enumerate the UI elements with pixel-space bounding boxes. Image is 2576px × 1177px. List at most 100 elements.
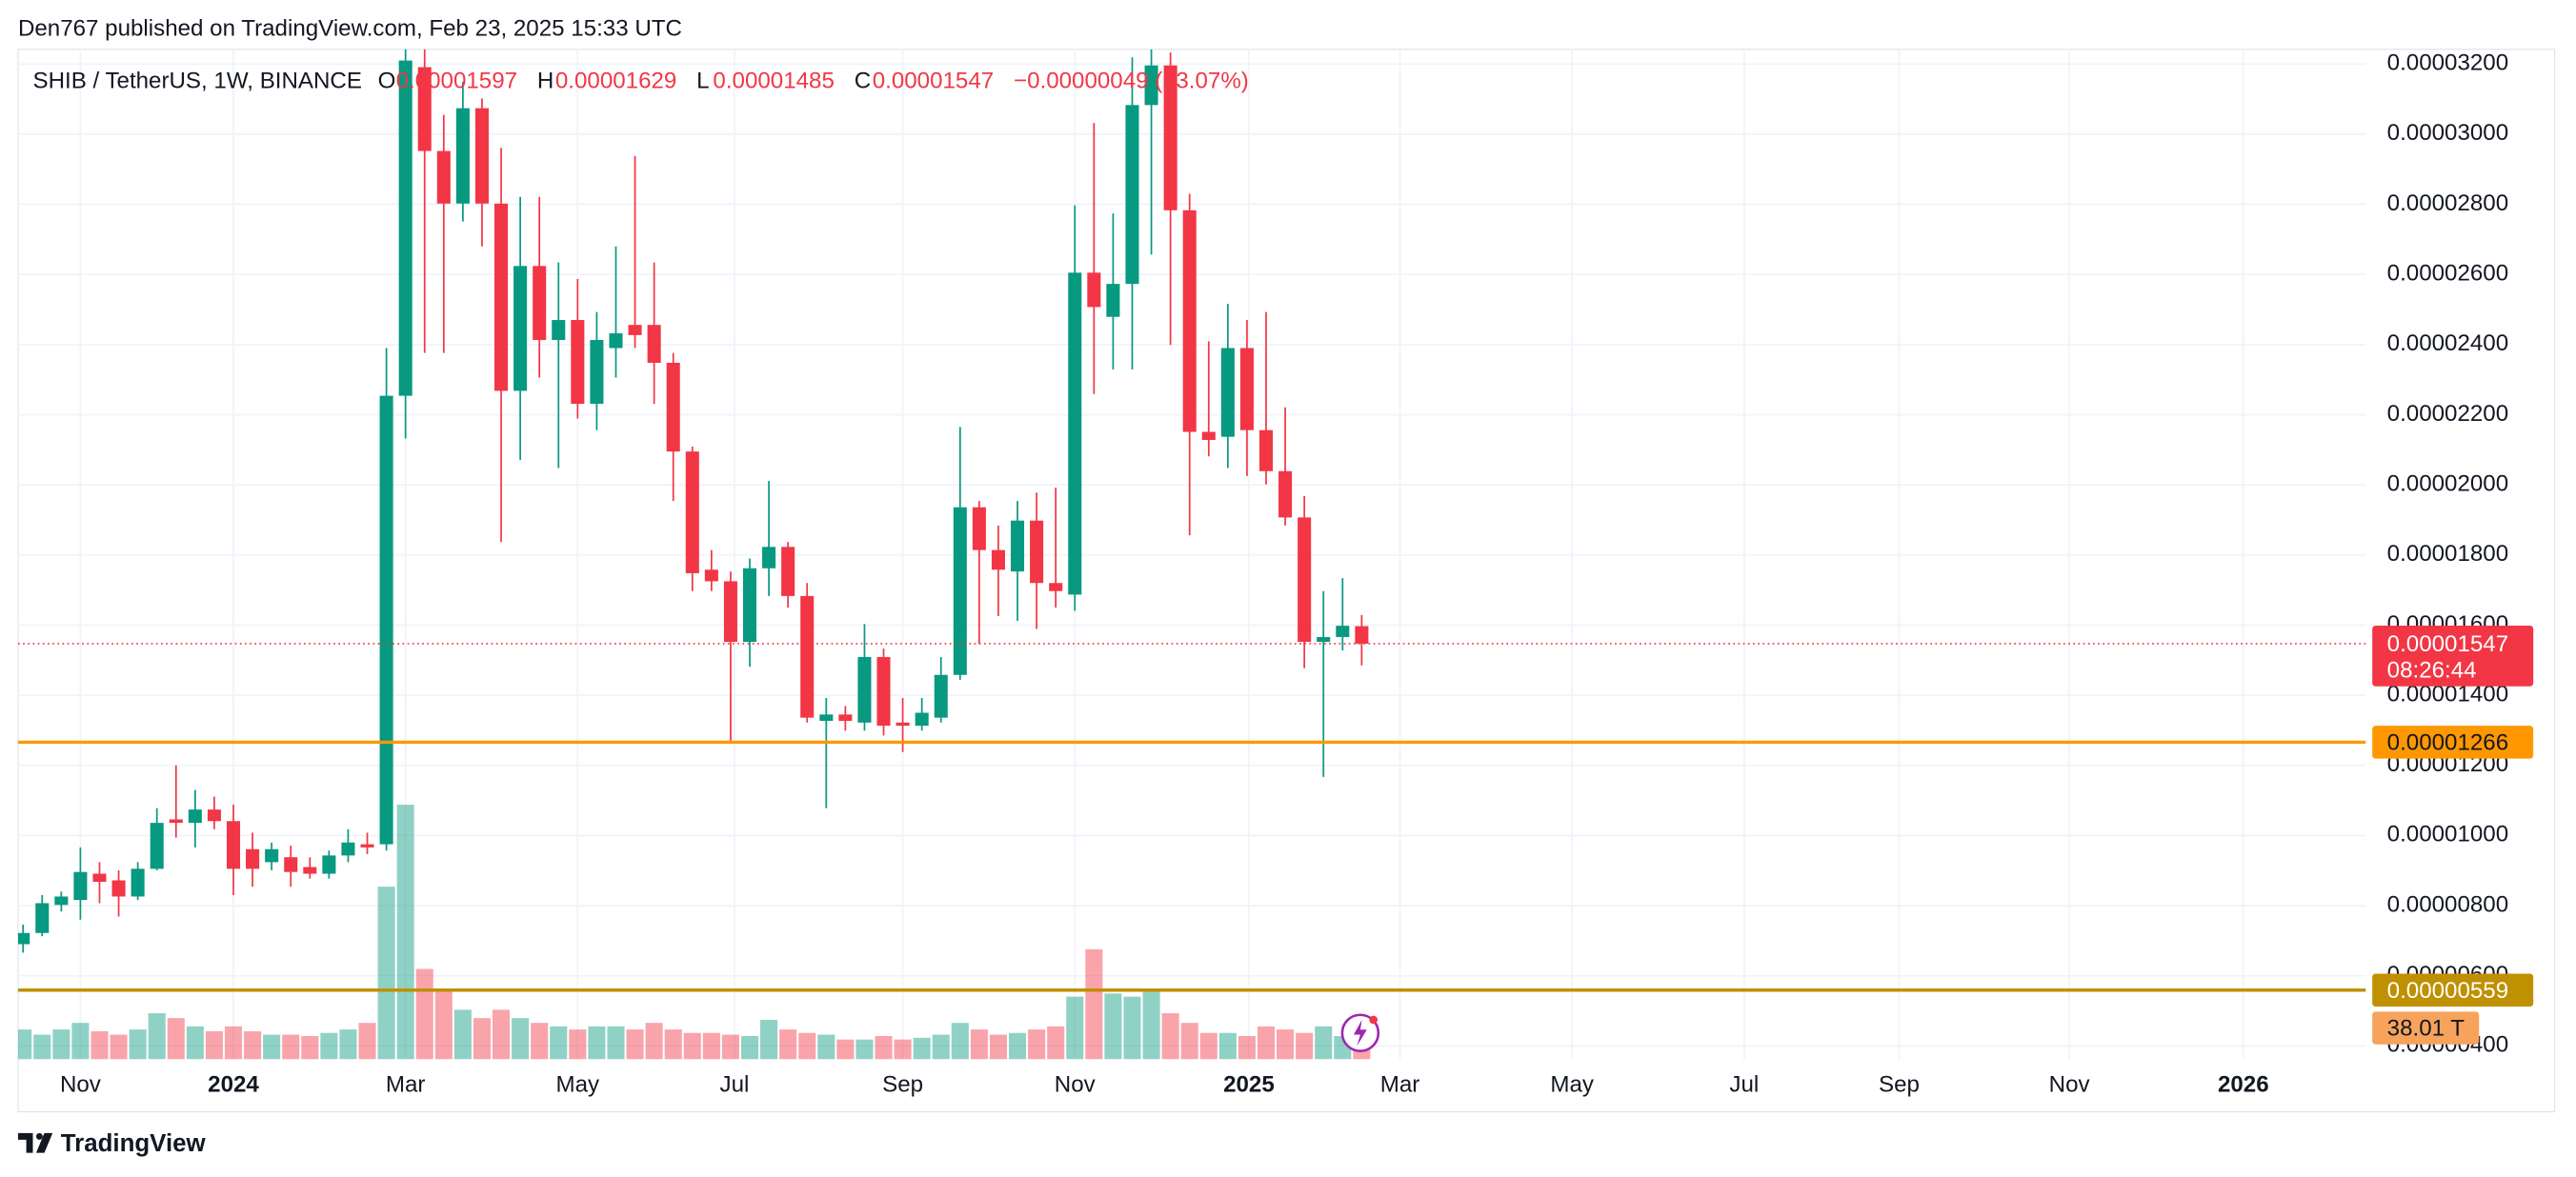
chart-frame: [17, 49, 2556, 1113]
candle-body: [150, 823, 164, 869]
candle-body: [1220, 348, 1235, 437]
x-tick-label: May: [556, 1071, 601, 1097]
volume-bar: [33, 1034, 51, 1060]
candle-body: [533, 266, 547, 341]
volume-bar: [1315, 1026, 1333, 1060]
volume-bar: [760, 1019, 778, 1060]
volume-bar: [282, 1034, 300, 1060]
candle-body: [111, 880, 126, 897]
volume-bar: [740, 1035, 759, 1060]
volume-bar: [683, 1032, 701, 1060]
indicator-dot: [1369, 1015, 1378, 1025]
volume-bar: [875, 1035, 893, 1060]
legend-key: L: [696, 69, 709, 94]
candle-body: [360, 844, 374, 848]
x-tick-label: Sep: [1879, 1071, 1920, 1097]
volume-bar: [664, 1029, 682, 1060]
x-tick-label: 2026: [2218, 1071, 2269, 1097]
legend-close: 0.00001547: [873, 69, 994, 94]
candle-body: [1355, 626, 1369, 644]
volume-bar: [415, 968, 433, 1060]
candle-body: [647, 325, 661, 363]
x-tick-label: Mar: [386, 1071, 426, 1097]
candle-body: [1201, 431, 1216, 440]
candle-body: [934, 674, 948, 718]
candle-body: [723, 581, 737, 643]
volume-bar: [913, 1037, 931, 1060]
y-tick-label: 0.00002200: [2387, 401, 2508, 427]
volume-bar: [1028, 1029, 1046, 1060]
candle-body: [666, 362, 680, 452]
volume-bar: [377, 887, 395, 1060]
level-label-box: [2372, 973, 2534, 1007]
volume-bar: [588, 1026, 606, 1060]
candle-body: [1030, 520, 1044, 584]
volume-bar: [550, 1026, 568, 1060]
candle-body: [1182, 209, 1197, 432]
candle-body: [972, 507, 986, 550]
volume-bar: [244, 1030, 262, 1060]
volume-bar: [473, 1018, 492, 1060]
candle-body: [1336, 626, 1350, 637]
volume-label-box: [2372, 1011, 2480, 1045]
candle-body: [379, 395, 393, 845]
candle-body: [609, 333, 623, 349]
candle-body: [915, 712, 929, 727]
volume-bar: [702, 1032, 720, 1060]
legend-open: 0.00001597: [396, 69, 517, 94]
volume-bar: [645, 1023, 663, 1060]
volume-bar: [320, 1032, 338, 1060]
x-tick-label: Jul: [1729, 1071, 1759, 1097]
indicator-bolt: [1353, 1019, 1367, 1047]
candle-body: [1163, 65, 1177, 210]
candle-body: [953, 507, 967, 675]
candle-body: [265, 848, 279, 863]
x-tick-label: 2024: [208, 1071, 259, 1097]
footer-logo: TradingView: [17, 1130, 207, 1157]
candle-body: [781, 547, 795, 596]
candle-body: [436, 150, 451, 204]
volume-bar: [1238, 1035, 1256, 1060]
candle-body: [35, 903, 50, 933]
candle-body: [685, 451, 699, 573]
candle-body: [1106, 284, 1120, 317]
candle-body: [1317, 636, 1331, 643]
volume-bar: [129, 1029, 147, 1060]
volume-bar: [531, 1023, 549, 1060]
candle-body: [417, 67, 432, 151]
y-tick-label: 0.00002600: [2387, 261, 2508, 287]
volume-bar: [512, 1018, 530, 1060]
published-note: Den767 published on TradingView.com, Feb…: [18, 15, 682, 41]
volume-bar: [1047, 1026, 1065, 1060]
footer-brand: TradingView: [61, 1130, 207, 1157]
y-tick-label: 0.00002800: [2387, 190, 2508, 216]
candle-body: [1011, 520, 1025, 572]
volume-bar: [1123, 996, 1141, 1060]
countdown-label: 08:26:44: [2387, 658, 2477, 684]
candle-body: [1298, 517, 1312, 643]
legend-low: 0.00001485: [713, 69, 834, 94]
y-tick-label: 0.00002000: [2387, 471, 2508, 497]
candle-body: [991, 549, 1005, 570]
x-tick-label: May: [1550, 1071, 1595, 1097]
volume-bar: [626, 1029, 644, 1060]
candle-body: [226, 821, 241, 869]
indicator-icon[interactable]: [1340, 1013, 1380, 1052]
volume-bar: [493, 1009, 511, 1060]
candle-body: [341, 842, 355, 856]
volume-bar: [798, 1032, 816, 1060]
volume-bar: [970, 1029, 988, 1060]
volume-bar: [569, 1029, 587, 1060]
volume-bar: [1142, 989, 1160, 1060]
x-tick-label: Mar: [1380, 1071, 1420, 1097]
logo-dot: [35, 1132, 43, 1140]
volume-bar: [989, 1034, 1008, 1060]
volume-bar: [205, 1030, 223, 1060]
volume-bar: [224, 1026, 243, 1060]
legend-key: C: [855, 69, 871, 94]
volume-bar: [1161, 1013, 1179, 1060]
candle-body: [188, 809, 202, 824]
volume-bar: [110, 1034, 128, 1060]
